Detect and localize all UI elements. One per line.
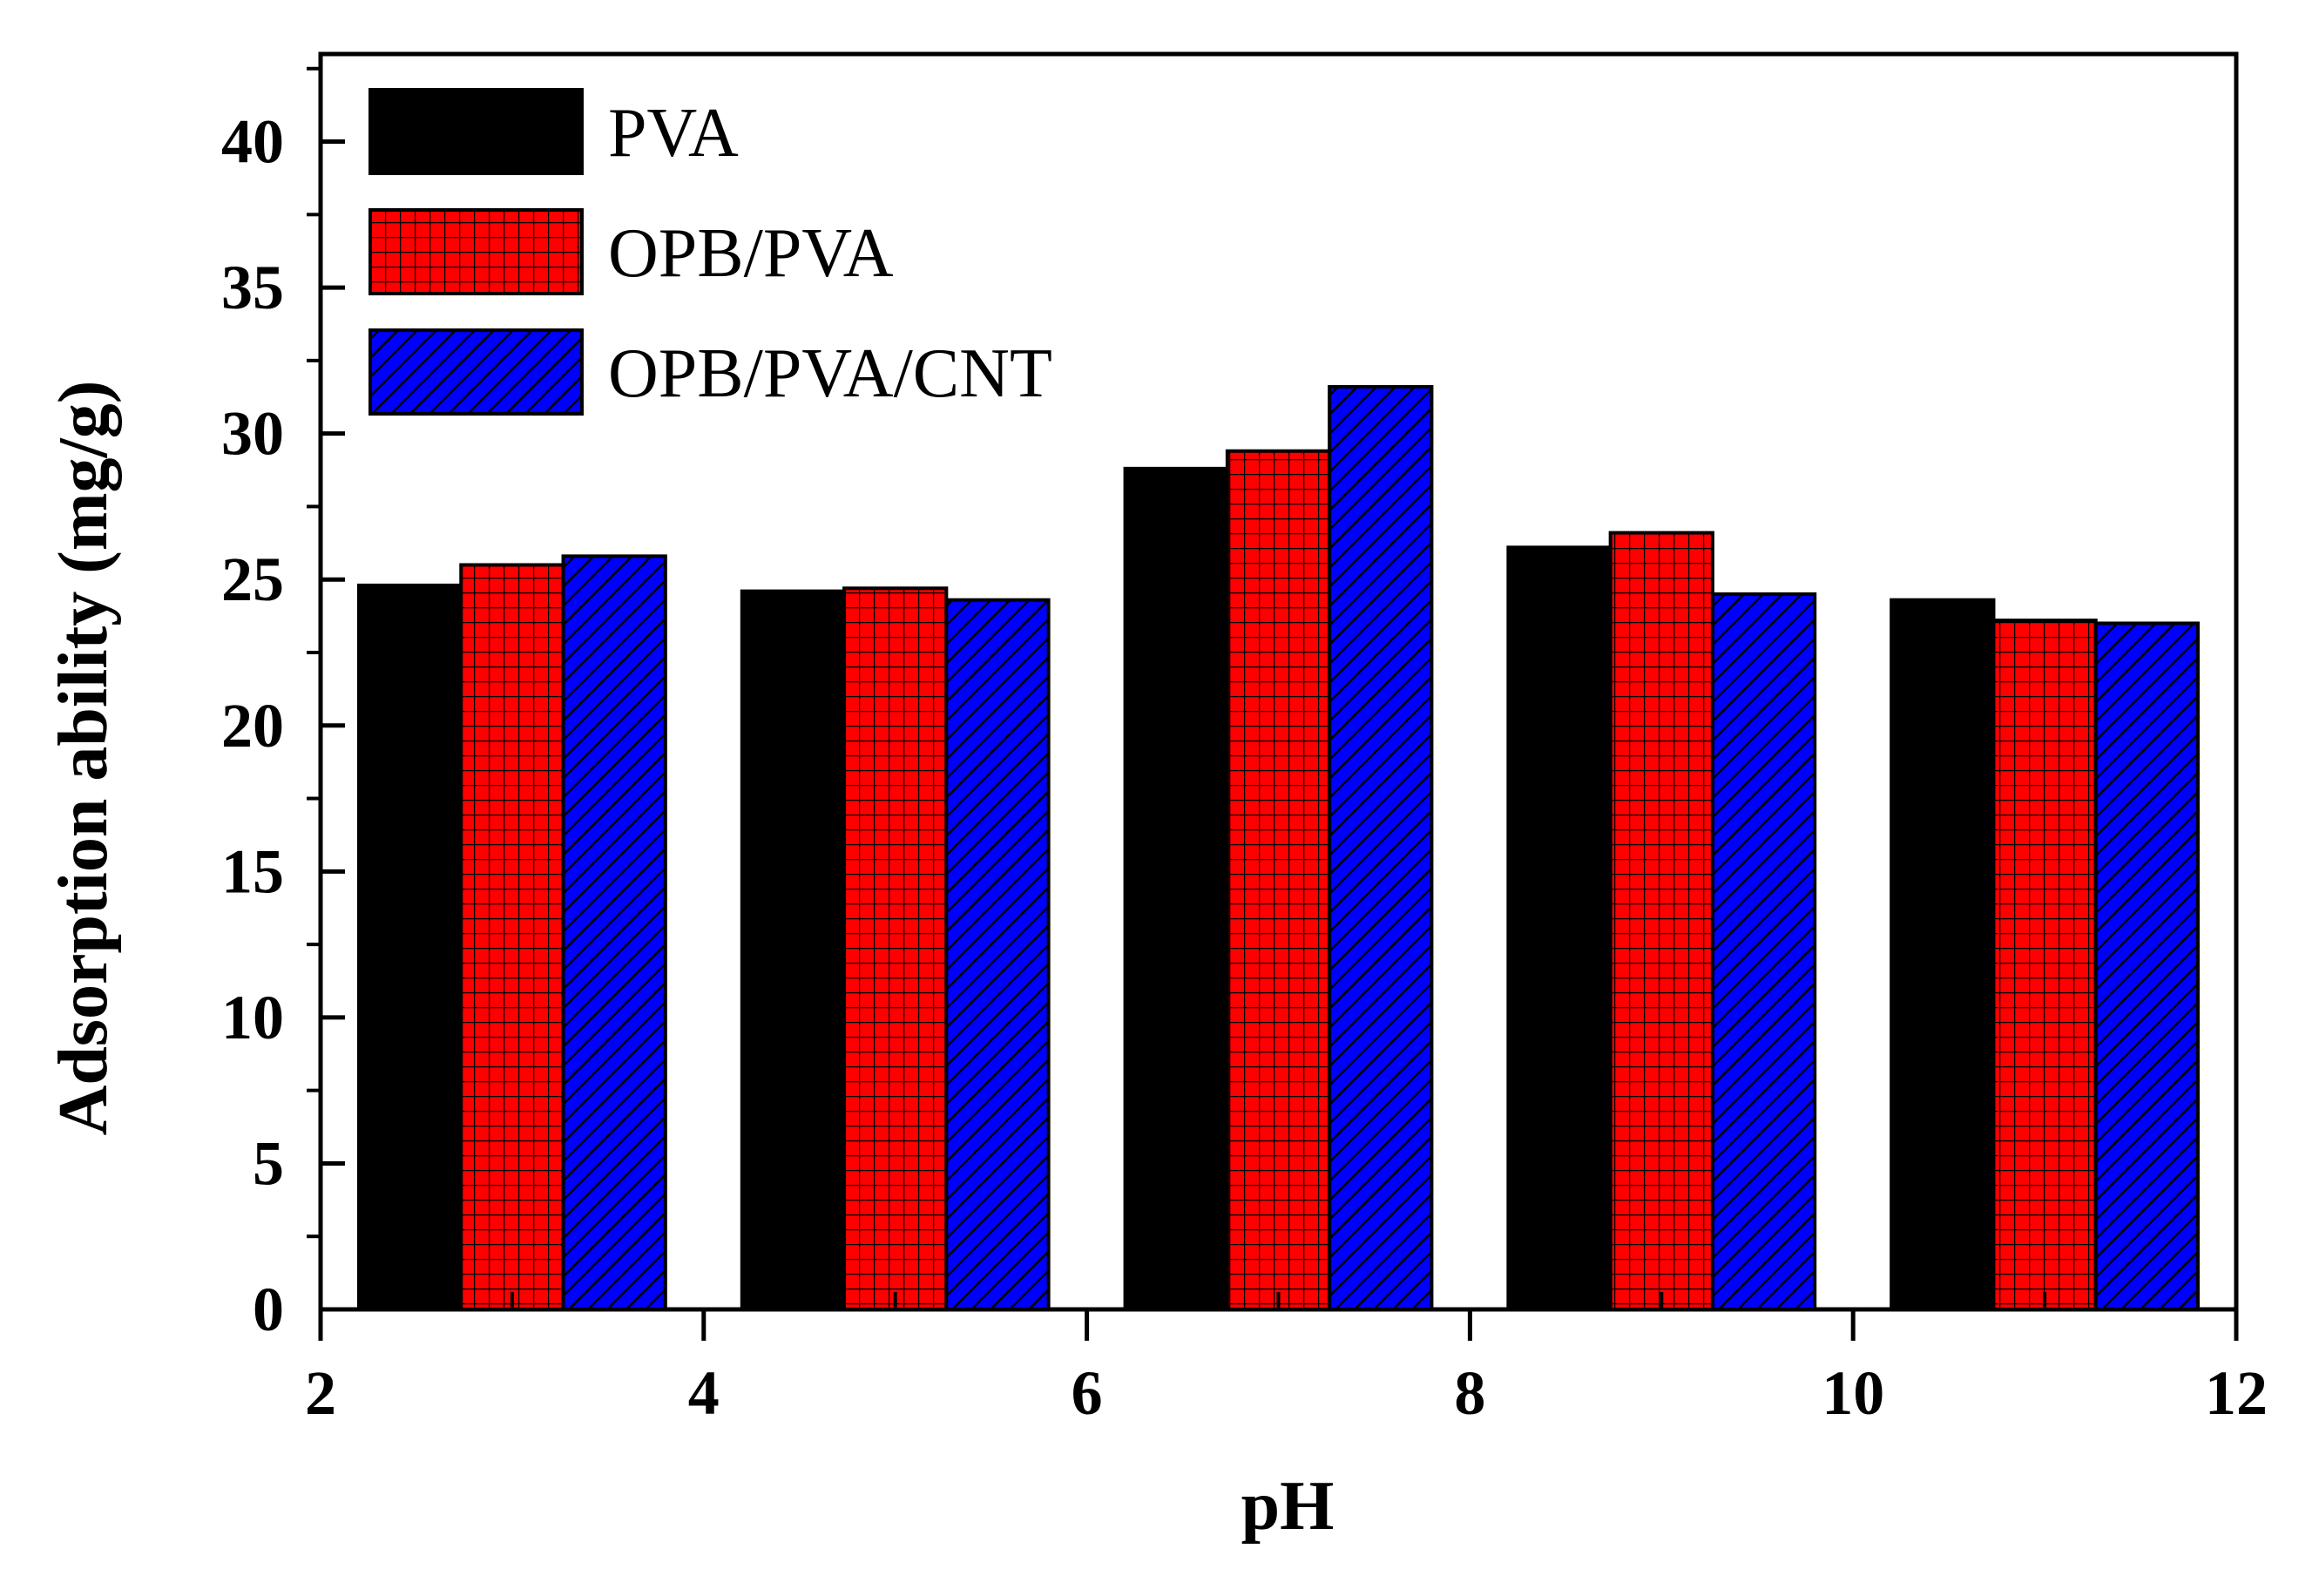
y-tick-label: 10 [221, 983, 284, 1052]
x-tick-label: 4 [688, 1358, 720, 1428]
bar-pva-ph-9 [1506, 545, 1612, 1311]
bar-opb-pva-cnt-ph-3 [561, 554, 667, 1311]
bar-opb-pva-ph-9 [1608, 531, 1714, 1311]
y-tick-label: 15 [221, 836, 284, 906]
legend-swatch-0 [368, 88, 584, 175]
bar-pva-ph-7 [1123, 466, 1229, 1311]
x-tick-label: 12 [2205, 1358, 2268, 1428]
legend-label-0: PVA [608, 95, 739, 172]
y-tick-label: 35 [221, 253, 284, 322]
x-tick-label: 2 [305, 1358, 336, 1428]
legend-label-2: OPB/PVA/CNT [608, 335, 1052, 412]
x-tick-label: 10 [1822, 1358, 1884, 1428]
legend-swatch-1 [368, 208, 584, 295]
bar-opb-pva-ph-11 [1991, 619, 2098, 1311]
bar-pva-ph-11 [1890, 598, 1996, 1311]
bar-opb-pva-cnt-ph-5 [944, 598, 1051, 1311]
bar-opb-pva-cnt-ph-9 [1710, 592, 1817, 1311]
bar-opb-pva-ph-7 [1225, 449, 1332, 1311]
y-tick-label: 40 [221, 107, 284, 177]
bar-pva-ph-3 [356, 583, 463, 1311]
x-tick-label: 8 [1454, 1358, 1485, 1428]
y-tick-label: 5 [253, 1128, 284, 1198]
bar-opb-pva-ph-5 [842, 586, 949, 1311]
bar-pva-ph-5 [740, 589, 847, 1311]
y-axis-title: Adsorption ability (mg/g) [45, 381, 122, 1136]
y-tick-label: 0 [253, 1275, 284, 1344]
bar-opb-pva-ph-3 [459, 563, 565, 1311]
x-tick-label: 6 [1072, 1358, 1103, 1428]
y-tick-label: 30 [221, 399, 284, 469]
bar-opb-pva-cnt-ph-7 [1328, 385, 1434, 1311]
legend-swatch-2 [368, 328, 584, 416]
y-tick-label: 25 [221, 544, 284, 614]
y-tick-label: 20 [221, 691, 284, 761]
legend-label-1: OPB/PVA [608, 215, 894, 292]
x-axis-title: pH [1241, 1468, 1335, 1545]
bar-opb-pva-cnt-ph-11 [2093, 621, 2201, 1311]
